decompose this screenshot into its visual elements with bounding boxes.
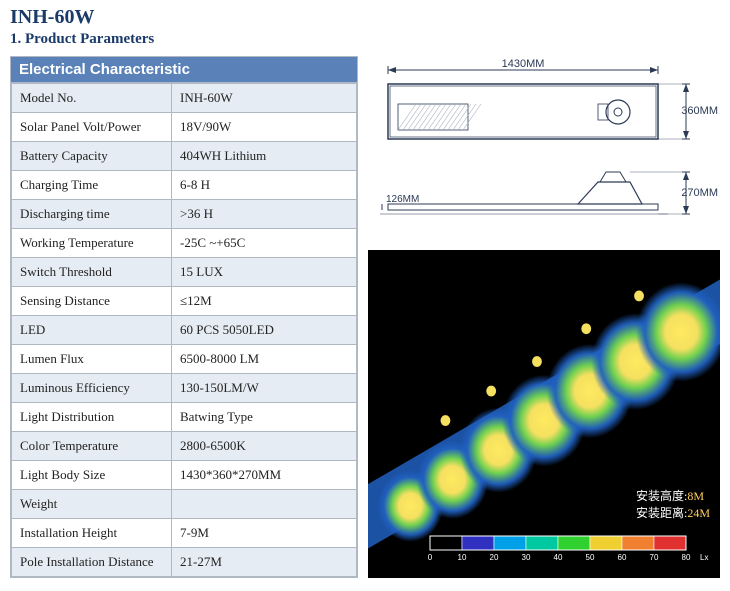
svg-text:30: 30 [522,553,531,562]
table-row: LED60 PCS 5050LED [12,316,357,345]
param-name: Color Temperature [12,432,172,461]
table-body: Model No.INH-60WSolar Panel Volt/Power18… [11,83,357,577]
svg-text:40: 40 [554,553,563,562]
param-name: Installation Height [12,519,172,548]
svg-text:10: 10 [458,553,467,562]
lux-scale-bar: 0 10 20 30 40 50 60 70 80 Lx [428,534,710,566]
param-name: Sensing Distance [12,287,172,316]
table-row: Luminous Efficiency130-150LM/W [12,374,357,403]
param-name: Luminous Efficiency [12,374,172,403]
table-row: Sensing Distance≤12M [12,287,357,316]
param-value: 6500-8000 LM [172,345,357,374]
technical-drawing: 1430MM 360MM 126MM 270MM [368,56,720,244]
param-name: Charging Time [12,171,172,200]
param-value: 404WH Lithium [172,142,357,171]
param-name: Light Distribution [12,403,172,432]
table-row: Model No.INH-60W [12,84,357,113]
table-row: Switch Threshold15 LUX [12,258,357,287]
svg-text:50: 50 [586,553,595,562]
svg-text:270MM: 270MM [681,187,718,199]
install-height-value: 8M [687,489,704,503]
svg-text:360MM: 360MM [681,105,718,117]
param-value: >36 H [172,200,357,229]
param-name: Working Temperature [12,229,172,258]
table-row: Working Temperature-25C ~+65C [12,229,357,258]
param-name: Battery Capacity [12,142,172,171]
install-height-label: 安装高度: [636,489,687,503]
param-value: 2800-6500K [172,432,357,461]
param-value: 60 PCS 5050LED [172,316,357,345]
param-name: Discharging time [12,200,172,229]
table-row: Pole Installation Distance21-27M [12,548,357,577]
spec-table: Electrical Characteristic Model No.INH-6… [10,56,358,578]
param-name: Pole Installation Distance [12,548,172,577]
table-header: Electrical Characteristic [11,57,357,83]
param-value [172,490,357,519]
table-row: Installation Height7-9M [12,519,357,548]
param-value: 130-150LM/W [172,374,357,403]
param-name: Solar Panel Volt/Power [12,113,172,142]
param-name: Light Body Size [12,461,172,490]
svg-text:20: 20 [490,553,499,562]
table-row: Charging Time6-8 H [12,171,357,200]
param-value: 7-9M [172,519,357,548]
param-value: 18V/90W [172,113,357,142]
svg-text:Lx: Lx [700,553,708,562]
param-name: LED [12,316,172,345]
table-row: Color Temperature2800-6500K [12,432,357,461]
param-value: 21-27M [172,548,357,577]
param-name: Lumen Flux [12,345,172,374]
param-name: Model No. [12,84,172,113]
param-name: Switch Threshold [12,258,172,287]
table-row: Light Body Size1430*360*270MM [12,461,357,490]
svg-text:70: 70 [650,553,659,562]
param-value: -25C ~+65C [172,229,357,258]
svg-text:60: 60 [618,553,627,562]
install-distance-value: 24M [687,506,710,520]
param-value: Batwing Type [172,403,357,432]
svg-text:126MM: 126MM [386,194,419,205]
svg-text:0: 0 [428,553,433,562]
install-distance-label: 安装距离: [636,506,687,520]
table-row: Lumen Flux6500-8000 LM [12,345,357,374]
table-row: Light DistributionBatwing Type [12,403,357,432]
table-row: Battery Capacity404WH Lithium [12,142,357,171]
install-spec-text: 安装高度:8M 安装距离:24M [636,488,710,522]
table-row: Discharging time>36 H [12,200,357,229]
table-row: Solar Panel Volt/Power18V/90W [12,113,357,142]
table-row: Weight [12,490,357,519]
svg-text:1430MM: 1430MM [502,58,545,70]
param-value: ≤12M [172,287,357,316]
page-title: INH-60W [10,6,720,29]
param-name: Weight [12,490,172,519]
param-value: 6-8 H [172,171,357,200]
section-heading: 1. Product Parameters [10,31,720,48]
param-value: INH-60W [172,84,357,113]
illumination-diagram: 安装高度:8M 安装距离:24M 0 10 20 30 40 50 60 70 80 Lx [368,250,720,578]
param-value: 1430*360*270MM [172,461,357,490]
param-value: 15 LUX [172,258,357,287]
svg-text:80: 80 [682,553,691,562]
